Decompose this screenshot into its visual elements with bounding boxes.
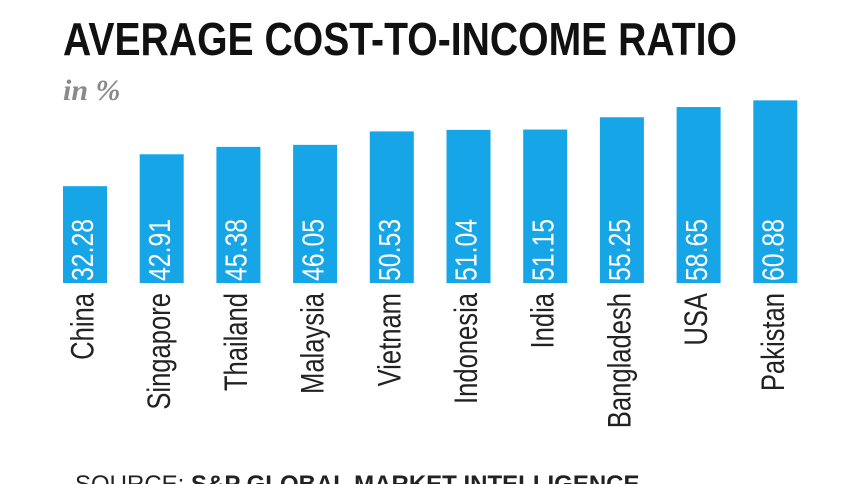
x-tick-label: Singapore: [143, 293, 178, 410]
value-label: 55.25: [602, 219, 636, 281]
bar: [676, 107, 721, 283]
bar: [369, 131, 414, 283]
x-tick-label: Pakistan: [756, 293, 791, 391]
value-label: 51.15: [526, 219, 560, 281]
x-tick-label: Vietnam: [373, 293, 408, 386]
bar: [216, 146, 261, 283]
value-label: 42.91: [142, 219, 176, 281]
source-label: SOURCE:: [75, 471, 184, 484]
value-label: 45.38: [219, 219, 253, 281]
value-label: 60.88: [756, 219, 790, 281]
source: SOURCE: S&P GLOBAL MARKET INTELLIGENCE: [75, 471, 640, 484]
x-tick-label: Indonesia: [449, 292, 484, 404]
chart-subtitle: in %: [63, 74, 121, 107]
value-label: 58.65: [679, 219, 713, 281]
value-label: 51.04: [449, 219, 483, 281]
bar: [139, 154, 184, 283]
bar: [446, 129, 491, 283]
x-tick-label: India: [526, 292, 561, 348]
source-text: S&P GLOBAL MARKET INTELLIGENCE: [191, 471, 639, 484]
bar: [63, 186, 107, 283]
bar: [753, 100, 798, 283]
x-tick-label: Thailand: [219, 293, 254, 391]
x-tick-label: USA: [679, 292, 714, 345]
bar: [293, 144, 338, 283]
bar: [599, 117, 644, 283]
value-label: 32.28: [66, 219, 100, 281]
chart-title: AVERAGE COST-TO-INCOME RATIO: [63, 13, 737, 65]
x-tick-label: China: [66, 292, 101, 360]
value-label: 50.53: [372, 219, 406, 281]
x-tick-label: Malaysia: [296, 292, 331, 394]
x-tick-label: Bangladesh: [603, 293, 638, 428]
bar: [523, 129, 568, 283]
value-label: 46.05: [296, 219, 330, 281]
